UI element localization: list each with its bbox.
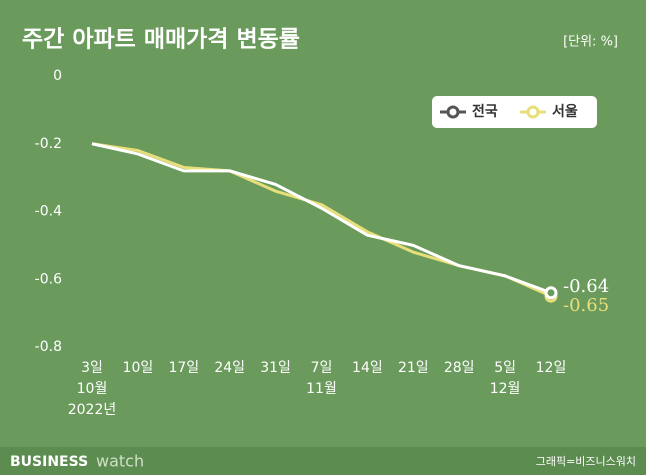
unit-label: [단위: %] [563, 35, 618, 50]
y-tick-label: -0.6 [35, 271, 62, 287]
legend-label: 전국 [472, 103, 498, 120]
end-marker [544, 286, 558, 300]
brand-suffix: watch [96, 452, 144, 471]
value-label: -0.64 [563, 276, 609, 297]
legend-marker [526, 105, 540, 119]
x-tick-label: 14일 [352, 360, 383, 376]
x-tick-label: 17일 [168, 360, 199, 376]
x-tick-label: 12월 [490, 381, 521, 397]
x-tick-label: 10월 [77, 381, 108, 397]
x-tick-label: 7일 [311, 360, 333, 376]
x-tick-label: 10일 [123, 360, 154, 376]
y-tick-label: 0 [53, 68, 62, 84]
value-label: -0.65 [563, 295, 609, 316]
y-tick-label: -0.2 [35, 136, 62, 152]
series-line [91, 142, 552, 295]
legend-label: 서울 [552, 103, 578, 120]
chart-title: 주간 아파트 매매가격 변동률 [22, 27, 300, 53]
x-tick-label: 5일 [494, 360, 516, 376]
brand: BUSINESS [10, 454, 88, 470]
x-tick-label: 12일 [536, 360, 567, 376]
x-tick-label: 28일 [444, 360, 475, 376]
credit: 그래픽=비즈니스워치 [536, 455, 636, 468]
x-tick-label: 21일 [398, 360, 429, 376]
legend-marker [446, 105, 460, 119]
y-tick-label: -0.4 [35, 204, 62, 220]
x-tick-label: 31일 [260, 360, 291, 376]
legend-box [432, 96, 597, 128]
x-tick-label: 3일 [81, 360, 103, 376]
footer-band [0, 447, 646, 475]
x-tick-label: 24일 [214, 360, 245, 376]
y-tick-label: -0.8 [35, 339, 62, 355]
x-tick-label: 11월 [306, 381, 337, 397]
x-tick-label: 2022년 [68, 402, 117, 418]
